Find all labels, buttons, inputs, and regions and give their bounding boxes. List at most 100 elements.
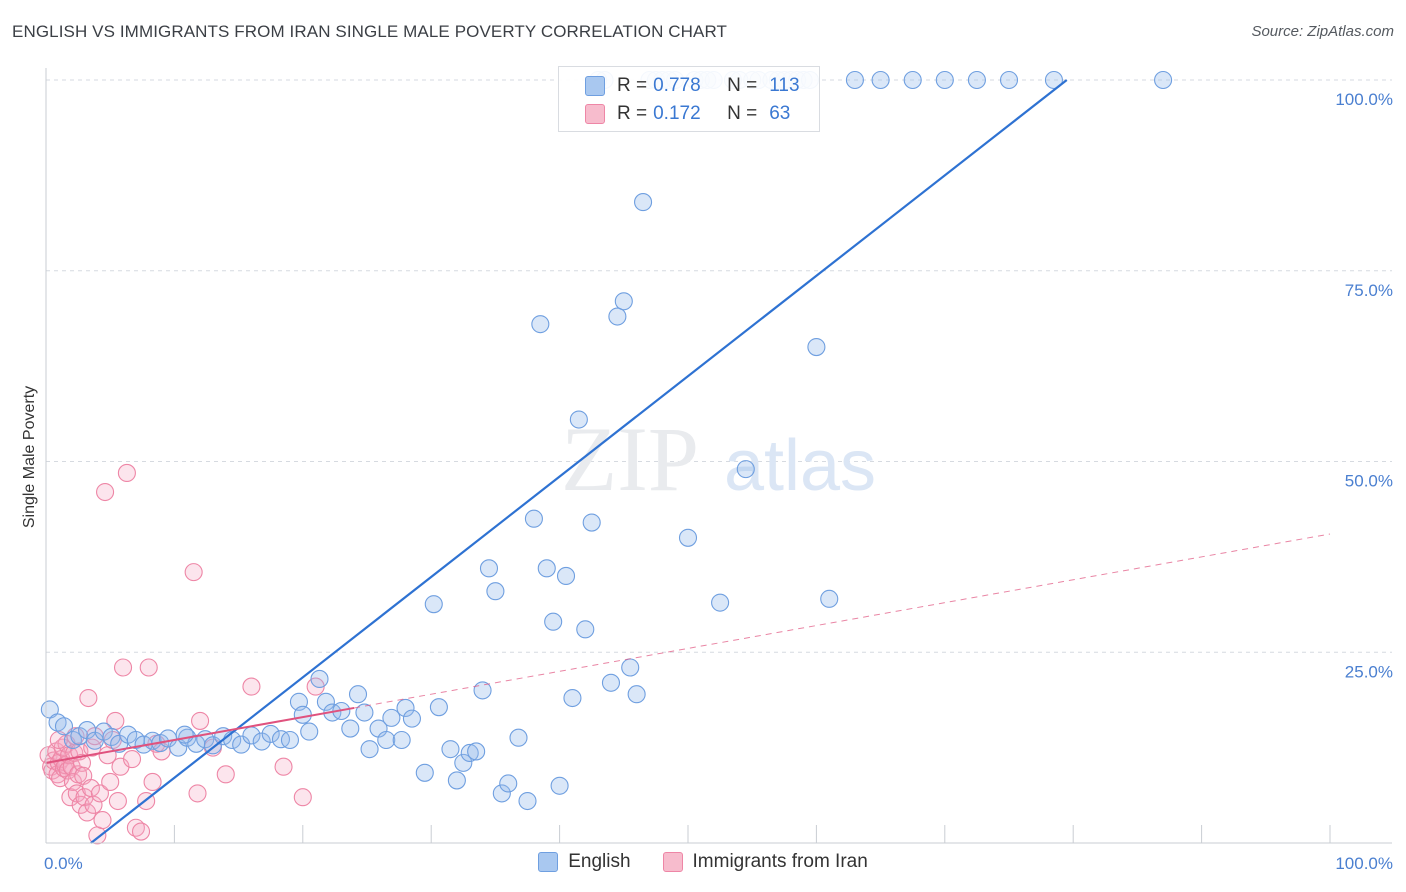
english-point (316, 692, 335, 711)
english-point (360, 740, 379, 759)
english-point (280, 730, 300, 750)
iran-point (101, 772, 120, 792)
english-point (569, 410, 588, 429)
chart-title: ENGLISH VS IMMIGRANTS FROM IRAN SINGLE M… (12, 22, 728, 41)
source-credit: Source: ZipAtlas.com (1251, 23, 1394, 40)
legend-item-english[interactable]: English (538, 851, 631, 873)
english-point (556, 566, 576, 586)
english-point (392, 730, 411, 750)
english-point (1044, 70, 1063, 90)
iran-point (96, 482, 115, 502)
x-tick-label-min: 0.0% (44, 854, 83, 873)
english-point (479, 559, 499, 578)
iran-n-value: 63 (769, 103, 791, 124)
english-r-value: 0.778 (653, 75, 701, 96)
english-swatch (585, 76, 605, 96)
iran-point (293, 788, 312, 807)
iran-point (139, 658, 158, 677)
english-point (820, 589, 839, 608)
english-point (486, 582, 505, 601)
english-point (621, 658, 640, 677)
y-axis-label: Single Male Poverty (21, 386, 38, 528)
n-label: N = (727, 103, 758, 124)
iran-legend-label: Immigrants from Iran (692, 851, 868, 872)
x-tick-label-max: 100.0% (1335, 854, 1393, 873)
english-point (531, 315, 550, 334)
iran-point (274, 757, 293, 776)
english-point (608, 307, 627, 326)
axes-layer: 25.0% 50.0% 75.0% 100.0% 0.0% 100.0% (44, 68, 1393, 873)
watermark-zip: ZIP (561, 408, 699, 510)
iran-trend-extension (354, 533, 1331, 709)
english-point (447, 771, 466, 790)
english-point (903, 70, 922, 90)
english-point (509, 728, 528, 747)
english-point (935, 70, 954, 90)
iran-point (131, 822, 151, 841)
english-point (310, 669, 329, 689)
english-point (54, 717, 74, 736)
y-tick-label: 75.0% (1345, 281, 1393, 300)
iran-point (90, 784, 109, 803)
english-point (377, 730, 396, 750)
english-point (614, 292, 633, 311)
english-point (300, 722, 319, 741)
y-tick-label: 25.0% (1345, 662, 1393, 681)
english-point (415, 763, 434, 782)
iran-point (84, 795, 103, 814)
iran-point (93, 811, 112, 830)
english-point (355, 703, 374, 722)
english-n-value: 113 (769, 75, 800, 96)
english-point (537, 559, 556, 578)
english-trend-line (90, 79, 1068, 844)
english-point (845, 70, 864, 90)
english-point (627, 685, 646, 704)
iran-point (188, 784, 207, 803)
iran-r-value: 0.172 (653, 103, 701, 124)
trend-lines (45, 79, 1331, 844)
english-point (175, 725, 194, 744)
watermark-atlas: atlas (724, 426, 876, 506)
english-point (807, 337, 826, 357)
iran-points (39, 463, 325, 845)
english-point (544, 612, 563, 631)
english-point (293, 705, 312, 724)
legend-row-iran: R = 0.172 N = 63 (585, 99, 790, 129)
iran-point (79, 688, 98, 708)
grid-layer (46, 79, 1392, 653)
english-point (261, 724, 280, 743)
iran-point (78, 803, 97, 822)
english-point (524, 509, 543, 528)
iran-point (191, 711, 210, 730)
english-point (736, 460, 755, 479)
iran-point (108, 791, 127, 811)
english-point (467, 742, 486, 761)
english-point (499, 774, 518, 793)
english-point (871, 70, 890, 90)
y-tick-label: 100.0% (1335, 90, 1393, 109)
iran-point (117, 463, 136, 482)
series-legend: English Immigrants from Iran (0, 851, 1406, 873)
english-point (460, 743, 479, 763)
english-point (634, 193, 653, 212)
r-label: R = (617, 75, 648, 96)
n-label: N = (727, 75, 758, 96)
iran-swatch (585, 104, 605, 124)
english-point (492, 784, 511, 803)
english-point (967, 70, 986, 90)
iran-point (143, 772, 162, 792)
r-label: R = (617, 103, 648, 124)
english-point (441, 740, 460, 759)
english-point (518, 791, 537, 811)
iran-point (216, 765, 235, 784)
iran-point (83, 738, 102, 757)
english-point (550, 776, 569, 795)
english-point (232, 735, 251, 754)
legend-item-iran[interactable]: Immigrants from Iran (662, 851, 868, 873)
iran-point (122, 750, 142, 769)
english-point (341, 719, 360, 738)
iran-point (49, 730, 68, 750)
english-point (678, 528, 698, 547)
english-point (711, 593, 730, 612)
